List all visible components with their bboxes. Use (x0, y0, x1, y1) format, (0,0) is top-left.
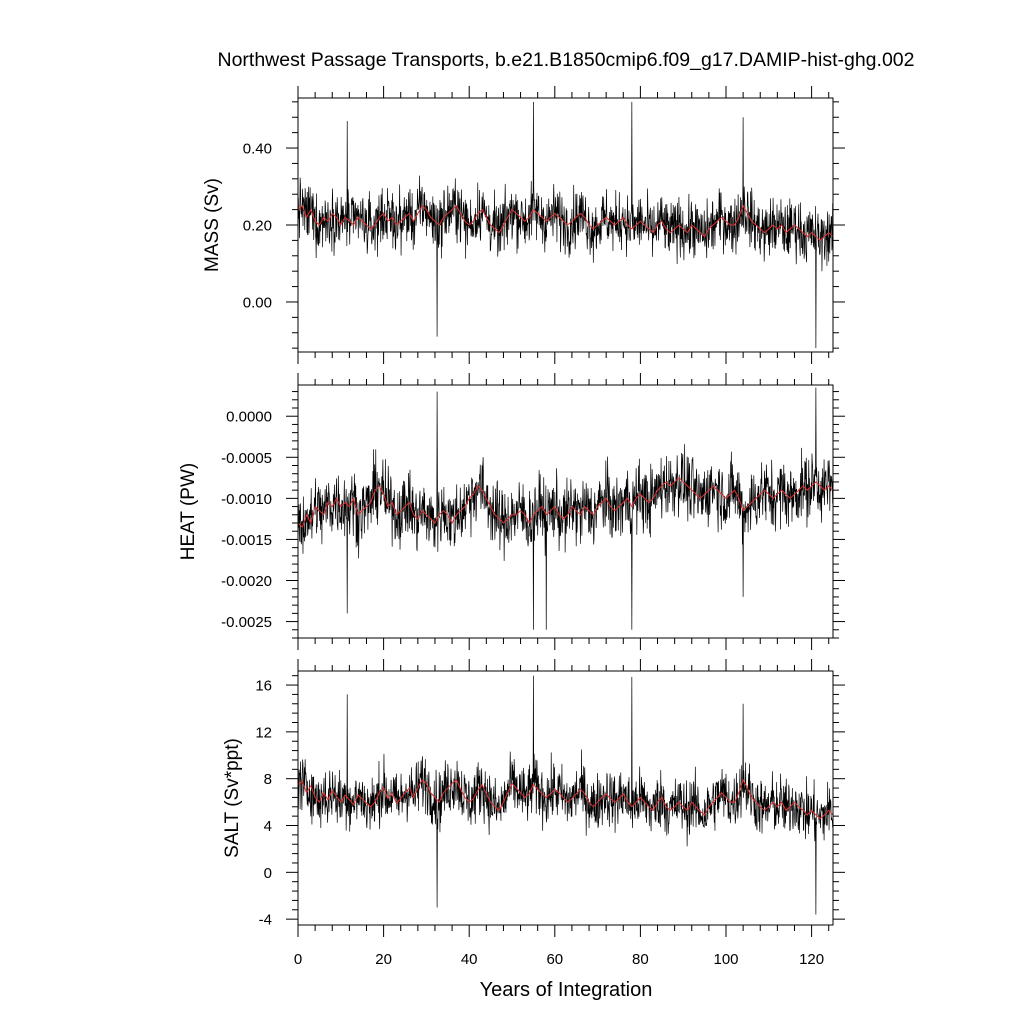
salt-y-tick-label: 8 (264, 771, 272, 788)
heat-y-tick-label: -0.0025 (221, 614, 272, 631)
x-tick-label: 120 (799, 951, 824, 968)
salt-y-tick-label: -4 (259, 912, 272, 929)
heat-y-tick-label: 0.0000 (226, 409, 272, 426)
heat-y-tick-label: -0.0005 (221, 450, 272, 467)
salt-y-axis-label: SALT (Sv*ppt) (222, 738, 243, 858)
mass-smoothed-series-line (298, 204, 833, 242)
salt-panel: -4 0 4 8 12 16 SALT (Sv*ppt) 0 20 40 60 80 100 120 (222, 659, 845, 968)
mass-y-tick-label: 0.40 (243, 141, 272, 158)
salt-smoothed-series-line (298, 778, 833, 820)
x-tick-label: 80 (632, 951, 649, 968)
mass-y-axis-label: MASS (Sv) (202, 178, 223, 272)
salt-y-tick-label: 0 (264, 865, 272, 882)
mass-y-tick-label: 0.20 (243, 218, 272, 235)
salt-y-tick-label: 12 (255, 724, 272, 741)
mass-y-tick-label: 0.00 (243, 294, 272, 311)
heat-panel: 0.0000 -0.0005 -0.0010 -0.0015 -0.0020 -0.002… (178, 373, 845, 650)
heat-smoothed-series-line (298, 477, 833, 529)
x-tick-label: 100 (713, 951, 738, 968)
x-axis-label: Years of Integration (480, 979, 653, 1001)
x-tick-label: 20 (375, 951, 392, 968)
salt-y-tick-label: 4 (264, 818, 272, 835)
heat-y-tick-label: -0.0010 (221, 491, 272, 508)
mass-panel: 0.00 0.20 0.40 MASS (Sv) (202, 86, 845, 364)
heat-y-tick-label: -0.0020 (221, 573, 272, 590)
heat-plot-frame (297, 384, 834, 639)
x-tick-label: 40 (461, 951, 478, 968)
heat-y-axis-label: HEAT (PW) (178, 463, 199, 560)
heat-y-tick-label: -0.0015 (221, 532, 272, 549)
salt-plot-frame (297, 670, 834, 926)
chart-title: Northwest Passage Transports, b.e21.B185… (218, 49, 915, 71)
salt-raw-series-line (298, 675, 833, 915)
x-tick-label: 60 (546, 951, 563, 968)
mass-raw-series-line (298, 101, 833, 349)
heat-raw-series-line (298, 387, 833, 630)
salt-y-tick-label: 16 (255, 678, 272, 695)
x-tick-label: 0 (294, 951, 302, 968)
